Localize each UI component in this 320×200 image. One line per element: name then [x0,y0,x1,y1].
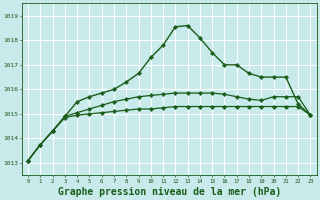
X-axis label: Graphe pression niveau de la mer (hPa): Graphe pression niveau de la mer (hPa) [58,186,281,197]
